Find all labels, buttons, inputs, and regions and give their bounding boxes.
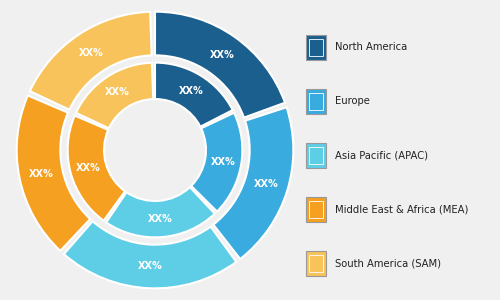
Text: XX%: XX% <box>148 214 173 224</box>
FancyBboxPatch shape <box>306 251 326 275</box>
Text: XX%: XX% <box>28 169 54 179</box>
Wedge shape <box>214 107 294 259</box>
Wedge shape <box>155 12 285 118</box>
FancyBboxPatch shape <box>309 147 323 164</box>
Wedge shape <box>155 63 232 127</box>
Text: XX%: XX% <box>78 48 103 58</box>
Wedge shape <box>30 12 152 110</box>
Text: XX%: XX% <box>254 179 279 189</box>
FancyBboxPatch shape <box>309 93 323 110</box>
Text: XX%: XX% <box>104 87 130 97</box>
Text: XX%: XX% <box>138 261 162 272</box>
Wedge shape <box>191 113 242 212</box>
FancyBboxPatch shape <box>309 255 323 272</box>
FancyBboxPatch shape <box>306 35 326 59</box>
Text: XX%: XX% <box>76 164 100 173</box>
Text: XX%: XX% <box>178 86 204 96</box>
FancyBboxPatch shape <box>306 89 326 114</box>
Wedge shape <box>76 63 153 128</box>
Wedge shape <box>106 187 215 237</box>
FancyBboxPatch shape <box>309 39 323 56</box>
Text: XX%: XX% <box>211 157 236 167</box>
Wedge shape <box>64 221 236 288</box>
Text: South America (SAM): South America (SAM) <box>335 258 441 268</box>
Wedge shape <box>16 95 90 251</box>
Text: North America: North America <box>335 42 407 52</box>
FancyBboxPatch shape <box>306 197 326 221</box>
Wedge shape <box>68 116 125 221</box>
Text: XX%: XX% <box>210 50 234 60</box>
FancyBboxPatch shape <box>306 143 326 167</box>
Text: Asia Pacific (APAC): Asia Pacific (APAC) <box>335 150 428 161</box>
Text: Middle East & Africa (MEA): Middle East & Africa (MEA) <box>335 204 468 214</box>
Text: Europe: Europe <box>335 96 370 106</box>
FancyBboxPatch shape <box>309 201 323 218</box>
